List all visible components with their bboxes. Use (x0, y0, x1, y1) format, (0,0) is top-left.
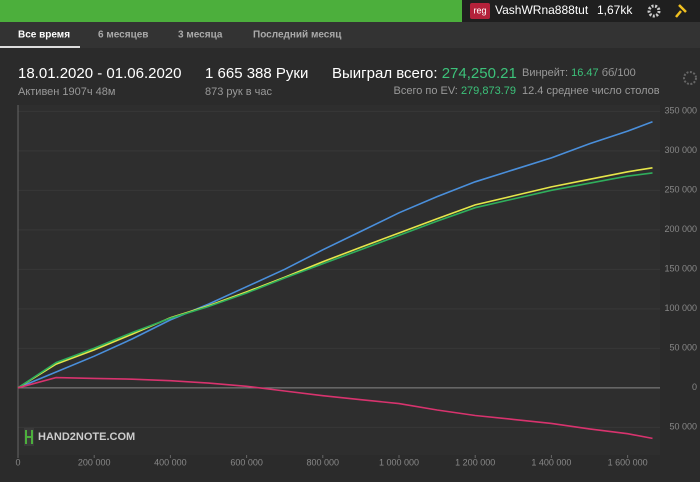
y-tick-label: 150 000 (664, 264, 697, 274)
x-tick-label: 600 000 (230, 457, 263, 467)
topbar (462, 0, 700, 22)
logo-h (25, 430, 33, 444)
y-tick-label: 100 000 (664, 303, 697, 313)
y-tick-label: 300 000 (664, 145, 697, 155)
active-tab-indicator (0, 46, 80, 48)
balance: 1,67kk (597, 3, 633, 17)
winrate: Винрейт: 16.47 бб/100 (522, 67, 636, 79)
x-tick-label: 1 600 000 (608, 457, 648, 467)
badge-text: reg (473, 5, 486, 15)
y-tick-label: 250 000 (664, 185, 697, 195)
tabs-bar (0, 22, 700, 48)
y-tick-label: 50 000 (669, 422, 697, 432)
series-line (17, 376, 653, 440)
y-tick-label: 200 000 (664, 224, 697, 234)
hands: 1 665 388 Руки (205, 65, 308, 82)
series-line (17, 172, 653, 389)
x-tick-label: 400 000 (154, 457, 187, 467)
plot-area (18, 105, 660, 455)
y-tick-label: 350 000 (664, 106, 697, 116)
pin-icon[interactable] (675, 4, 687, 18)
y-tick-label: 50 000 (669, 343, 697, 353)
tab[interactable]: Все время (18, 30, 70, 41)
chart-settings-icon[interactable] (683, 71, 697, 85)
x-tick-label: 1 400 000 (531, 457, 571, 467)
x-tick-label: 1 200 000 (455, 457, 495, 467)
badge (470, 3, 490, 19)
y-tick-label: 0 (692, 382, 697, 392)
series-line (17, 121, 653, 389)
tab[interactable]: 6 месяцев (98, 30, 148, 41)
x-tick-label: 800 000 (307, 457, 340, 467)
x-tick-label: 200 000 (78, 457, 111, 467)
tab[interactable]: Последний месяц (253, 30, 342, 41)
x-tick-label: 0 (15, 457, 20, 467)
series-line (17, 167, 653, 389)
topbar-accent (0, 0, 462, 22)
active-time: Активен 1907ч 48м (18, 86, 115, 98)
x-tick-label: 1 000 000 (379, 457, 419, 467)
tables: 12.4 среднее число столов (522, 85, 660, 97)
settings-icon[interactable] (647, 4, 661, 18)
hands-per-hour: 873 рук в час (205, 86, 273, 98)
ev-label: Всего по EV: 279,873.79 (394, 85, 516, 97)
period: 18.01.2020 - 01.06.2020 (18, 65, 181, 82)
watermark: HAND2NOTE.COM (38, 431, 135, 443)
tab[interactable]: 3 месяца (178, 30, 223, 41)
user[interactable]: VashWRna888tut (495, 3, 589, 17)
won-label: Выиграл всего: 274,250.21 (332, 65, 517, 82)
